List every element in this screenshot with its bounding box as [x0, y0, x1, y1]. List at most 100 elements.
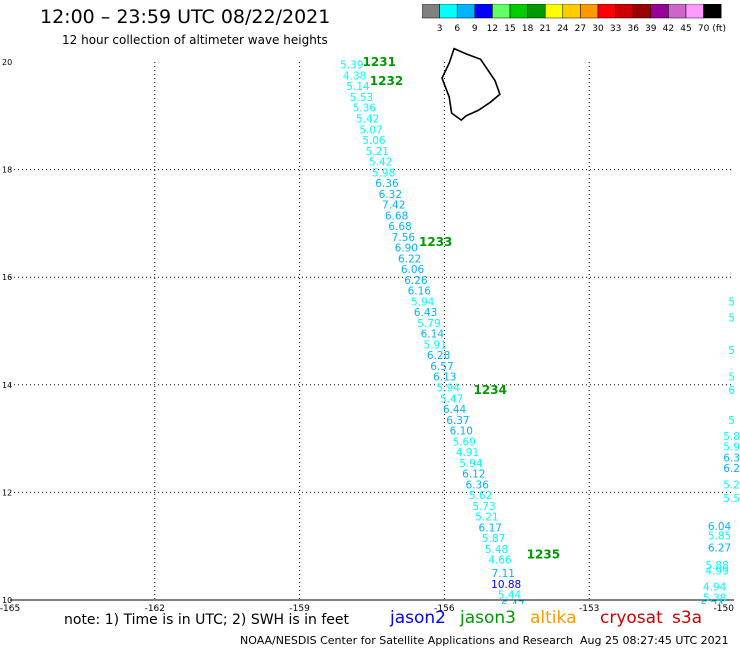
wave-height-value: 5.85	[708, 530, 731, 542]
wave-height-value: 6.26	[404, 275, 428, 287]
wave-height-value: 5.94	[411, 296, 435, 308]
wave-height-value: 6.12	[462, 469, 485, 481]
wave-height-value: 5.42	[369, 157, 392, 169]
x-tick-label: -156	[434, 604, 455, 614]
legend-label: 6	[454, 24, 460, 34]
wave-height-value: 6	[728, 385, 735, 397]
legend-label: 45	[680, 24, 691, 34]
legend-label: 24	[557, 24, 569, 34]
wave-height-value: 5.9	[723, 442, 740, 454]
wave-height-value: 5.73	[472, 501, 495, 513]
wave-height-value: 6.57	[430, 361, 453, 373]
wave-height-value: 4.66	[488, 555, 512, 567]
legend-label: 21	[539, 24, 550, 34]
y-tick-label: 16	[2, 273, 12, 282]
wave-height-value: 6.47	[501, 599, 524, 611]
generation-timestamp: Aug 25 08:27:45 UTC 2021	[580, 634, 729, 647]
wave-height-value: 6.36	[466, 479, 490, 491]
time-annotation: 1234	[474, 383, 507, 397]
legend-label: 42	[663, 24, 674, 34]
wave-height-value: 5.98	[372, 167, 395, 179]
wave-height-value: 5.48	[485, 544, 508, 556]
wave-height-value: 7.11	[492, 568, 515, 580]
wave-height-value: 5.8	[723, 431, 740, 443]
legend-label: 39	[645, 24, 657, 34]
legend-unit: (ft)	[712, 24, 726, 34]
x-tick-label: -153	[579, 604, 599, 614]
wave-height-value: 6.68	[385, 210, 408, 222]
x-tick-label: -159	[289, 604, 310, 614]
wave-height-value: 5.69	[452, 436, 475, 448]
time-annotation: 1233	[419, 235, 452, 249]
wave-height-value: 5.62	[469, 490, 492, 502]
wave-height-value: 6.24	[701, 599, 725, 611]
wave-height-value: 7.56	[392, 232, 416, 244]
wave-height-value: 6.2	[723, 463, 740, 475]
legend-label: 70	[698, 24, 710, 34]
wave-height-value: 5.5	[723, 493, 740, 505]
wave-height-value: 5.91	[424, 339, 447, 351]
wave-height-value: 5.47	[440, 393, 463, 405]
wave-height-value: 5.94	[459, 458, 483, 470]
legend-swatch	[703, 4, 722, 19]
satellite-label-jason2: jason2	[390, 608, 446, 628]
wave-height-value: 5.07	[359, 124, 382, 136]
legend-label: 30	[592, 24, 604, 34]
wave-height-value: 6.43	[414, 307, 437, 319]
legend-label: 18	[522, 24, 534, 34]
satellite-label-altika: altika	[530, 608, 577, 628]
y-tick-label: 14	[2, 381, 12, 390]
wave-height-value: 6.06	[401, 264, 425, 276]
wave-height-value: 5	[728, 345, 735, 357]
legend-label: 9	[472, 24, 478, 34]
wave-height-value: 6.04	[708, 521, 732, 533]
wave-height-value: 5.44	[498, 590, 522, 602]
legend-label: 15	[504, 24, 515, 34]
wave-height-value: 5.21	[475, 512, 498, 524]
time-annotation: 1232	[370, 74, 403, 88]
wave-height-value: 5	[728, 296, 735, 308]
satellite-label-s3a: s3a	[672, 608, 703, 628]
legend-label: 12	[487, 24, 498, 34]
chart-title: 12:00 – 23:59 UTC 08/22/2021	[40, 6, 331, 28]
wave-height-value: 7.42	[382, 200, 405, 212]
wave-height-value: 6.90	[395, 243, 418, 255]
wave-height-value: 5	[728, 313, 735, 325]
y-tick-label: 12	[2, 488, 12, 497]
wave-height-value: 6.22	[398, 253, 421, 265]
chart-subtitle: 12 hour collection of altimeter wave hei…	[62, 33, 328, 47]
wave-height-value: 5.36	[353, 103, 377, 115]
wave-height-value: 5.42	[356, 113, 379, 125]
wave-height-value: 6.68	[388, 221, 411, 233]
wave-height-value: 6.3	[723, 452, 740, 464]
wave-height-value: 4.38	[343, 70, 366, 82]
wave-height-value: 4.94	[703, 582, 727, 594]
y-tick-label: 18	[2, 166, 12, 175]
legend-label: 36	[627, 24, 639, 34]
wave-height-value: 6.32	[379, 189, 402, 201]
wave-height-value: 6.36	[375, 178, 399, 190]
wave-height-value: 5.38	[703, 592, 726, 604]
wave-height-value: 5.79	[417, 318, 440, 330]
wave-height-value: 6.44	[443, 404, 467, 416]
wave-height-value: 5.94	[437, 382, 461, 394]
legend-label: 33	[610, 24, 621, 34]
x-tick-label: -165	[0, 604, 20, 614]
wave-height-value: 5.2	[723, 479, 740, 491]
wave-height-value: 5.88	[705, 560, 728, 572]
wave-height-value: 6.14	[421, 329, 445, 341]
wave-height-value: 6.17	[479, 522, 502, 534]
wave-height-value: 4.91	[456, 447, 479, 459]
credit-line: NOAA/NESDIS Center for Satellite Applica…	[240, 634, 574, 647]
legend-label: 3	[437, 24, 443, 34]
wave-height-value: 5.87	[482, 533, 505, 545]
wave-height-value: 5.39	[340, 60, 363, 72]
time-annotation: 1231	[363, 55, 396, 69]
wave-height-value: 6.28	[427, 350, 450, 362]
footer-note: note: 1) Time is in UTC; 2) SWH is in fe…	[64, 612, 350, 628]
wave-height-value: 6.27	[708, 542, 731, 554]
satellite-label-jason3: jason3	[460, 608, 516, 628]
color-scale-legend: 3 6 9 12 15 18 21 24 27 30 33 36 39 42 45 70 (ft)	[422, 4, 726, 34]
wave-height-value: 5.14	[346, 81, 370, 93]
